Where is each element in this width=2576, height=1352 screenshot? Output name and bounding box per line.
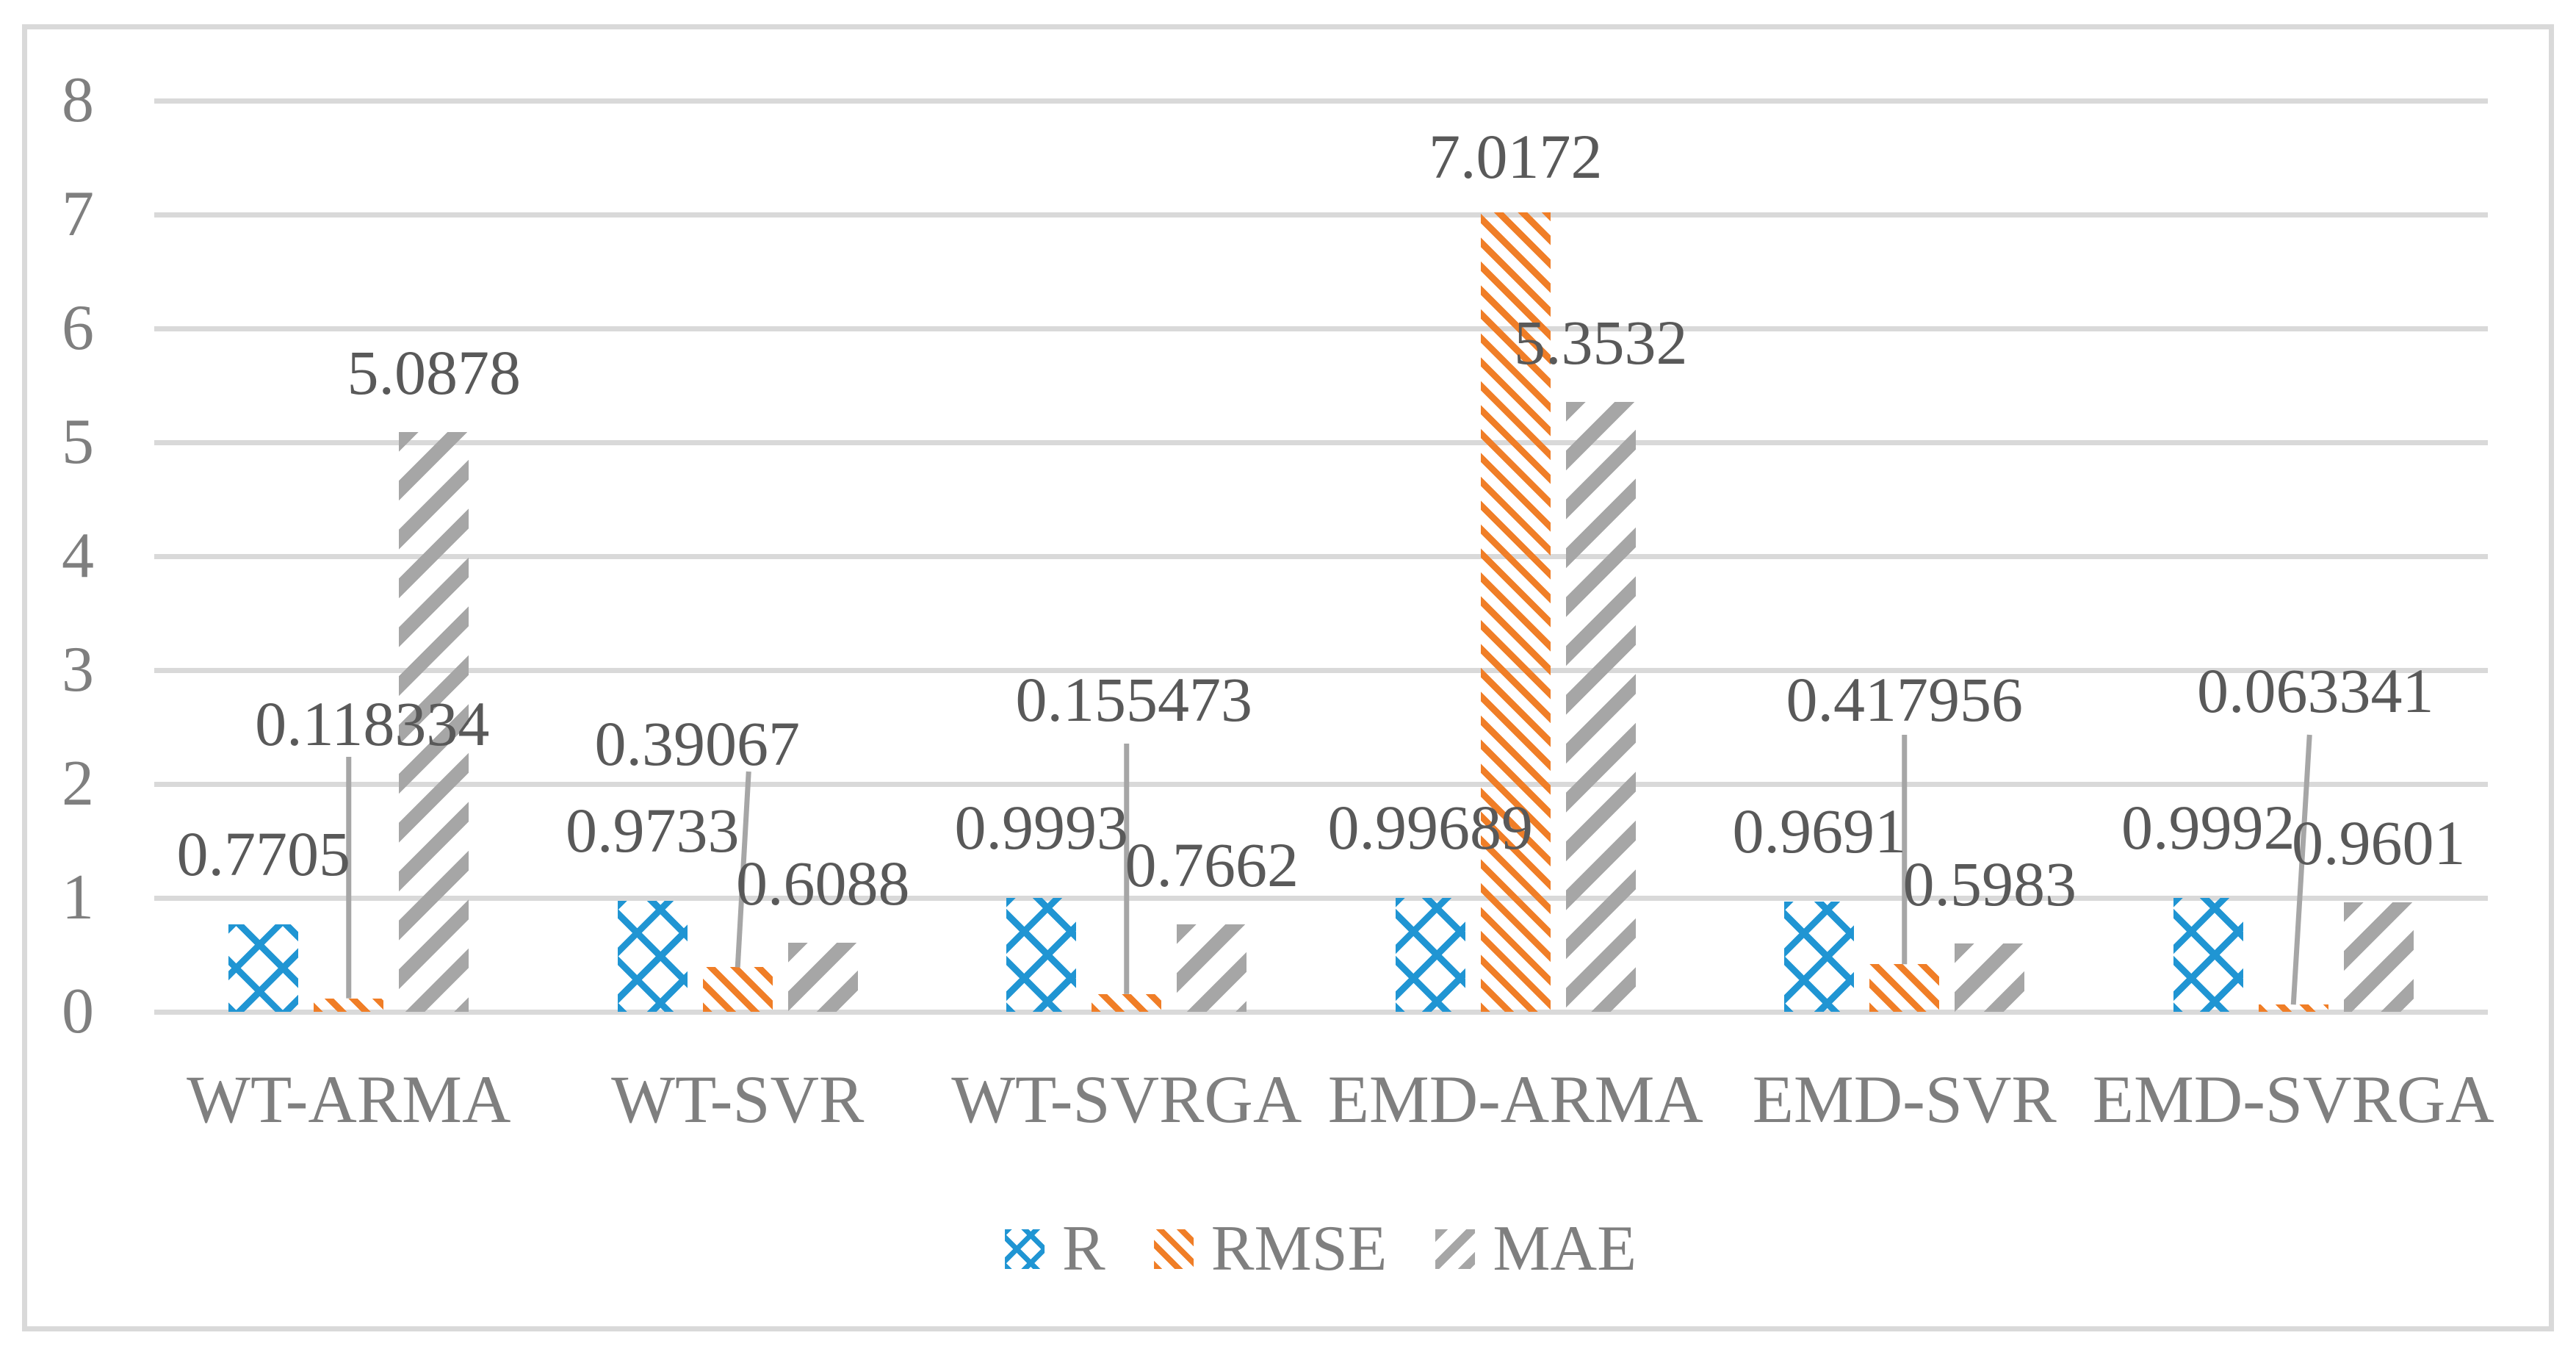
legend: R RMSE MAE: [1005, 1217, 1637, 1281]
data-label-r-emd-svr: 0.9691: [1732, 795, 1907, 866]
bar-rmse-wt-arma: [314, 998, 384, 1012]
y-tick-label: 4: [62, 520, 94, 592]
gridline: [154, 668, 2488, 673]
bar-r-emd-svr: [1784, 901, 1855, 1012]
data-label-mae-wt-svr: 0.6088: [736, 847, 910, 918]
bar-rmse-wt-svr: [702, 967, 773, 1012]
data-label-mae-emd-arma: 5.3532: [1514, 307, 1688, 378]
gridline: [154, 1010, 2488, 1015]
data-label-rmse-wt-svr: 0.39067: [594, 708, 801, 779]
gridline: [154, 554, 2488, 559]
y-tick-label: 0: [62, 976, 94, 1047]
legend-marker-r: [1005, 1229, 1045, 1269]
y-tick-label: 8: [62, 65, 94, 136]
category-label-emd-svrga: EMD-SVRGA: [2092, 1062, 2494, 1137]
category-label-wt-svr: WT-SVR: [611, 1062, 865, 1137]
bar-rmse-emd-svrga: [2258, 1004, 2328, 1012]
bar-mae-emd-svrga: [2343, 902, 2414, 1012]
bar-r-wt-arma: [228, 924, 299, 1012]
gridline: [154, 440, 2488, 445]
category-label-emd-svr: EMD-SVR: [1752, 1062, 2057, 1137]
bar-mae-emd-arma: [1565, 402, 1636, 1012]
data-label-r-emd-arma: 0.99689: [1327, 792, 1534, 863]
y-tick-label: 2: [62, 748, 94, 819]
y-tick-label: 5: [62, 406, 94, 478]
bar-mae-wt-svr: [787, 942, 858, 1012]
legend-item-mae: MAE: [1435, 1217, 1637, 1281]
legend-marker-mae: [1435, 1229, 1476, 1269]
legend-label: RMSE: [1211, 1213, 1388, 1284]
bar-r-emd-arma: [1395, 898, 1465, 1012]
data-label-mae-wt-arma: 5.0878: [347, 337, 522, 409]
legend-item-r: R: [1005, 1217, 1105, 1281]
data-label-mae-wt-svrga: 0.7662: [1125, 830, 1299, 901]
bar-rmse-emd-svr: [1869, 964, 1940, 1012]
gridline: [154, 212, 2488, 217]
bar-r-wt-svrga: [1006, 898, 1077, 1012]
y-tick-label: 7: [62, 179, 94, 250]
bar-mae-emd-svr: [1955, 943, 2025, 1012]
gridline: [154, 98, 2488, 104]
data-label-r-wt-arma: 0.7705: [176, 818, 351, 889]
y-tick-label: 6: [62, 292, 94, 364]
data-label-mae-emd-svr: 0.5983: [1902, 849, 2077, 920]
legend-label: R: [1062, 1213, 1105, 1284]
data-label-mae-emd-svrga: 0.9601: [2292, 808, 2466, 879]
bar-r-wt-svr: [617, 901, 688, 1012]
data-label-rmse-emd-svr: 0.417956: [1786, 664, 2024, 735]
y-tick-label: 1: [62, 862, 94, 933]
bar-r-emd-svrga: [2173, 898, 2243, 1012]
gridline: [154, 326, 2488, 331]
bar-rmse-emd-arma: [1480, 212, 1551, 1012]
bar-rmse-wt-svrga: [1092, 993, 1162, 1012]
category-label-emd-arma: EMD-ARMA: [1327, 1062, 1703, 1137]
legend-label: MAE: [1493, 1213, 1637, 1284]
gridline: [154, 782, 2488, 787]
bar-mae-wt-arma: [399, 432, 469, 1012]
gridline: [154, 896, 2488, 901]
data-label-r-wt-svrga: 0.9993: [954, 792, 1129, 863]
category-label-wt-svrga: WT-SVRGA: [951, 1062, 1302, 1137]
y-tick-label: 3: [62, 634, 94, 705]
data-label-rmse-wt-arma: 0.118334: [255, 688, 490, 759]
data-label-r-emd-svrga: 0.9992: [2121, 792, 2295, 863]
data-label-r-wt-svr: 0.9733: [566, 795, 740, 866]
data-label-rmse-wt-svrga: 0.155473: [1015, 664, 1253, 735]
category-label-wt-arma: WT-ARMA: [187, 1062, 511, 1137]
legend-item-rmse: RMSE: [1153, 1213, 1388, 1284]
data-label-rmse-emd-arma: 7.0172: [1429, 121, 1603, 193]
bar-mae-wt-svrga: [1177, 924, 1247, 1012]
data-label-rmse-emd-svrga: 0.063341: [2197, 655, 2434, 726]
legend-marker-rmse: [1153, 1229, 1194, 1269]
